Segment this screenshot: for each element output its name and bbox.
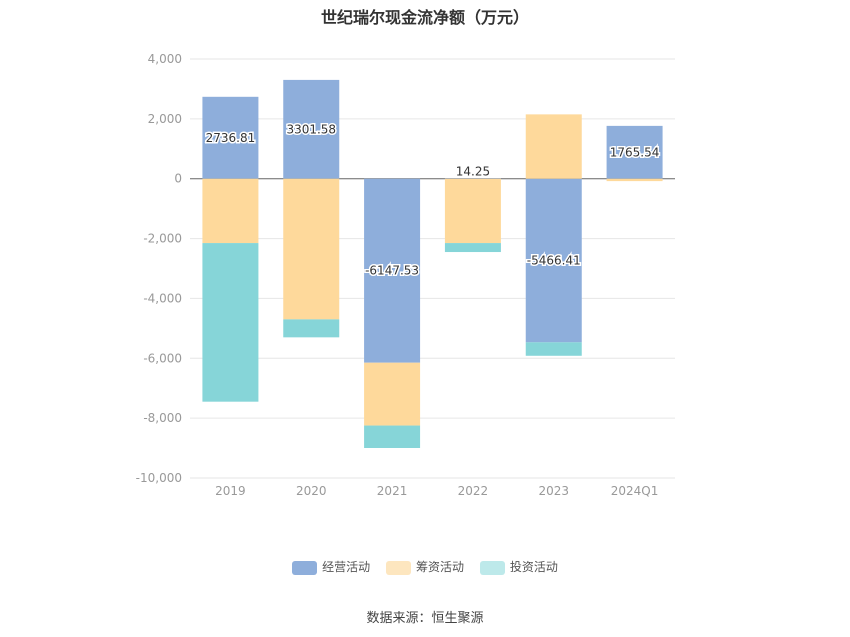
bar-operating [525, 178, 582, 343]
legend-swatch-operating [292, 560, 318, 575]
bar-operating [202, 96, 259, 179]
legend-item-financing[interactable]: 筹资活动 [385, 558, 464, 575]
data-label: -6147.53 [365, 264, 419, 278]
x-tick-label: 2020 [296, 484, 327, 498]
y-tick-label: 0 [174, 172, 182, 186]
bar-operating [283, 79, 340, 179]
bar-investing [202, 243, 259, 402]
data-label: 3301.58 [286, 122, 336, 136]
data-label: -5466.41 [527, 254, 581, 268]
y-tick-label: -6,000 [143, 351, 182, 365]
bar-financing [444, 178, 501, 244]
legend-item-operating[interactable]: 经营活动 [292, 558, 370, 575]
bar-financing [283, 178, 340, 320]
y-tick-label: 2,000 [148, 112, 182, 126]
bar-operating [444, 178, 501, 179]
x-tick-label: 2022 [458, 484, 489, 498]
data-label: 14.25 [456, 165, 490, 179]
data-source: 数据来源：恒生聚源 [366, 611, 484, 626]
bar-investing [525, 342, 582, 356]
y-tick-label: -8,000 [143, 411, 182, 425]
y-tick-label: -4,000 [143, 291, 182, 305]
bar-financing [525, 114, 582, 179]
legend-label-operating: 经营活动 [322, 560, 371, 574]
x-tick-label: 2019 [215, 484, 246, 498]
bar-investing [364, 425, 421, 448]
bar-investing [444, 243, 501, 253]
bar-financing [202, 178, 259, 244]
bar-financing [364, 362, 421, 426]
bar-financing [606, 178, 663, 182]
legend-item-investing[interactable]: 投资活动 [479, 558, 558, 575]
legend-label-investing: 投资活动 [509, 560, 558, 574]
legend-swatch-financing [385, 560, 411, 575]
bar-operating [364, 178, 421, 363]
x-tick-label: 2023 [538, 484, 569, 498]
x-tick-label: 2021 [377, 484, 408, 498]
y-tick-label: -2,000 [143, 232, 182, 246]
bar-operating [606, 125, 663, 179]
data-label: 2736.81 [206, 131, 256, 145]
legend-swatch-investing [479, 560, 505, 575]
chart-title: 世纪瑞尔现金流净额（万元） [320, 8, 529, 27]
x-tick-label: 2024Q1 [611, 484, 659, 498]
y-tick-label: -10,000 [136, 471, 182, 485]
legend-label-financing: 筹资活动 [415, 560, 464, 574]
legend: 经营活动 筹资活动 投资活动 [0, 558, 850, 575]
data-label: 1765.54 [610, 145, 660, 159]
bar-investing [283, 319, 340, 338]
y-tick-label: 4,000 [148, 52, 182, 66]
